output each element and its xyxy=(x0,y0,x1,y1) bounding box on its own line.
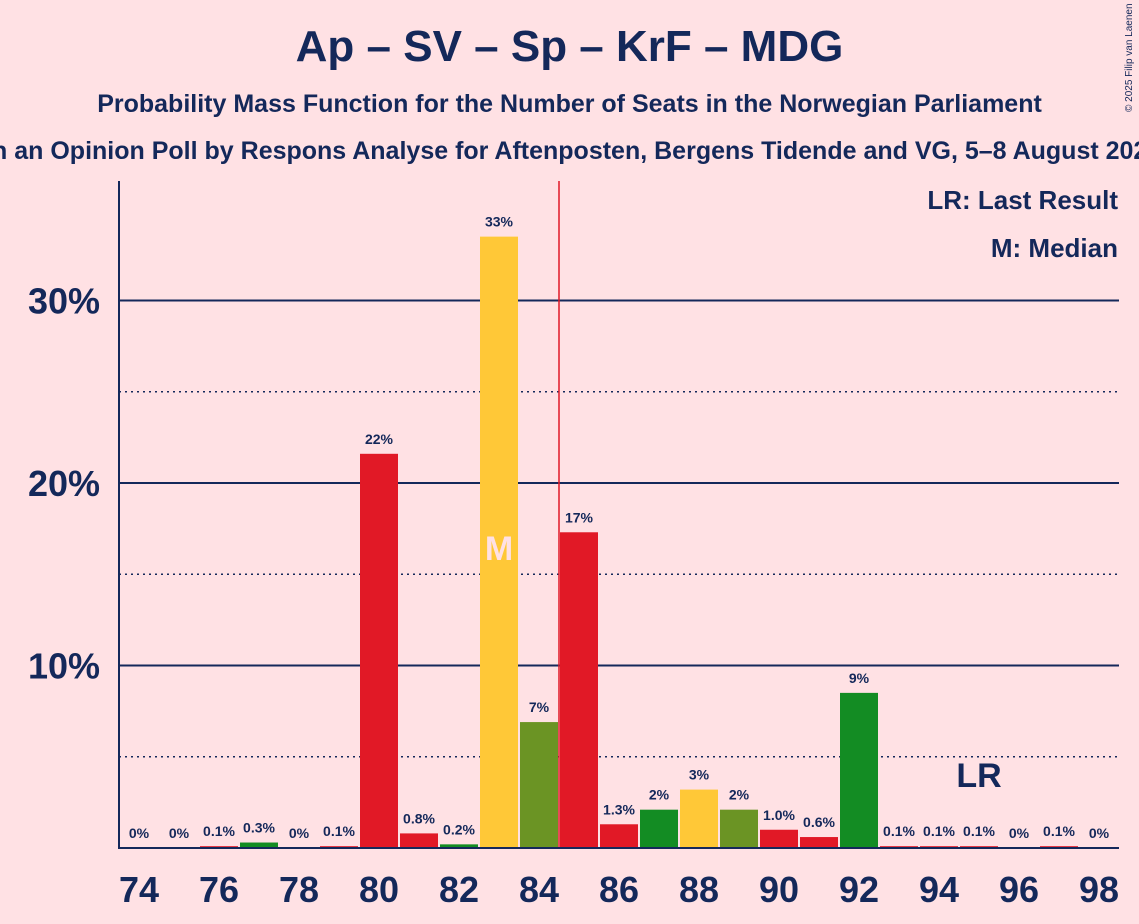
bar-value-label: 0.1% xyxy=(323,823,355,839)
bar-seat-82 xyxy=(440,844,478,848)
y-tick-label: 30% xyxy=(28,281,100,322)
x-tick-label: 90 xyxy=(759,869,799,910)
bar-value-label: 33% xyxy=(485,214,514,230)
bar-seat-88 xyxy=(680,789,718,848)
bar-value-label: 0.8% xyxy=(403,810,435,826)
y-tick-label: 10% xyxy=(28,646,100,687)
axes: 10% 20% 30% 74 76 78 80 82 84 86 88 90 92 94 96 98 xyxy=(28,181,1119,910)
median-marker: M xyxy=(485,530,513,568)
bar-seat-86 xyxy=(600,824,638,848)
bar-value-label: 0.2% xyxy=(443,821,475,837)
bar-value-label: 1.0% xyxy=(763,807,795,823)
bar-value-label: 2% xyxy=(729,787,750,803)
bar-value-label: 7% xyxy=(529,699,550,715)
bar-value-label: 3% xyxy=(689,767,710,783)
bar-value-label: 17% xyxy=(565,509,594,525)
bar-seat-87 xyxy=(640,809,678,848)
bar-value-label: 0.6% xyxy=(803,814,835,830)
chart-title: Ap – SV – Sp – KrF – MDG xyxy=(295,22,844,71)
bar-value-label: 9% xyxy=(849,670,870,686)
last-result-marker: LR xyxy=(956,757,1001,795)
legend-last-result: LR: Last Result xyxy=(927,185,1118,215)
bar-value-label: 0.1% xyxy=(963,823,995,839)
bar-value-label: 0.1% xyxy=(883,823,915,839)
bar-seat-83 xyxy=(480,236,518,848)
bar-value-label: 0% xyxy=(289,825,310,841)
bar-value-labels: 0% 0% 0.1% 0.3% 0% 0.1% 22% 0.8% 0.2% 33% M 7% 17% 1.… xyxy=(129,214,1110,841)
x-tick-label: 88 xyxy=(679,869,719,910)
bar-seat-77 xyxy=(240,842,278,848)
bar-seat-92 xyxy=(840,692,878,848)
bar-value-label: 0% xyxy=(1089,825,1110,841)
bar-seat-91 xyxy=(800,837,838,848)
legend-median: M: Median xyxy=(991,233,1118,263)
y-tick-label: 20% xyxy=(28,463,100,504)
bar-value-label: 0% xyxy=(129,825,150,841)
bar-value-label: 2% xyxy=(649,787,670,803)
bar-seat-89 xyxy=(720,809,758,848)
chart-source: on an Opinion Poll by Respons Analyse fo… xyxy=(0,137,1139,165)
bar-value-label: 1.3% xyxy=(603,801,635,817)
chart-subtitle: Probability Mass Function for the Number… xyxy=(97,90,1042,118)
bar-seat-84 xyxy=(520,722,558,848)
x-tick-label: 96 xyxy=(999,869,1039,910)
x-tick-label: 76 xyxy=(199,869,239,910)
gridlines xyxy=(119,299,1119,758)
x-tick-label: 94 xyxy=(919,869,959,910)
bar-value-label: 0% xyxy=(1009,825,1030,841)
x-tick-label: 82 xyxy=(439,869,479,910)
bar-value-label: 0.3% xyxy=(243,820,275,836)
bar-value-label: 0.1% xyxy=(923,823,955,839)
bars xyxy=(200,236,1078,848)
bar-value-label: 0.1% xyxy=(1043,823,1075,839)
x-tick-label: 86 xyxy=(599,869,639,910)
bar-value-label: 22% xyxy=(365,431,394,447)
x-tick-label: 92 xyxy=(839,869,879,910)
bar-value-label: 0.1% xyxy=(203,823,235,839)
x-tick-label: 84 xyxy=(519,869,559,910)
bar-seat-81 xyxy=(400,833,438,848)
bar-seat-80 xyxy=(360,453,398,848)
bar-value-label: 0% xyxy=(169,825,190,841)
bar-seat-90 xyxy=(760,829,798,848)
x-tick-label: 78 xyxy=(279,869,319,910)
x-tick-label: 98 xyxy=(1079,869,1119,910)
x-tick-label: 74 xyxy=(119,869,159,910)
bar-seat-85 xyxy=(560,532,598,848)
x-tick-label: 80 xyxy=(359,869,399,910)
